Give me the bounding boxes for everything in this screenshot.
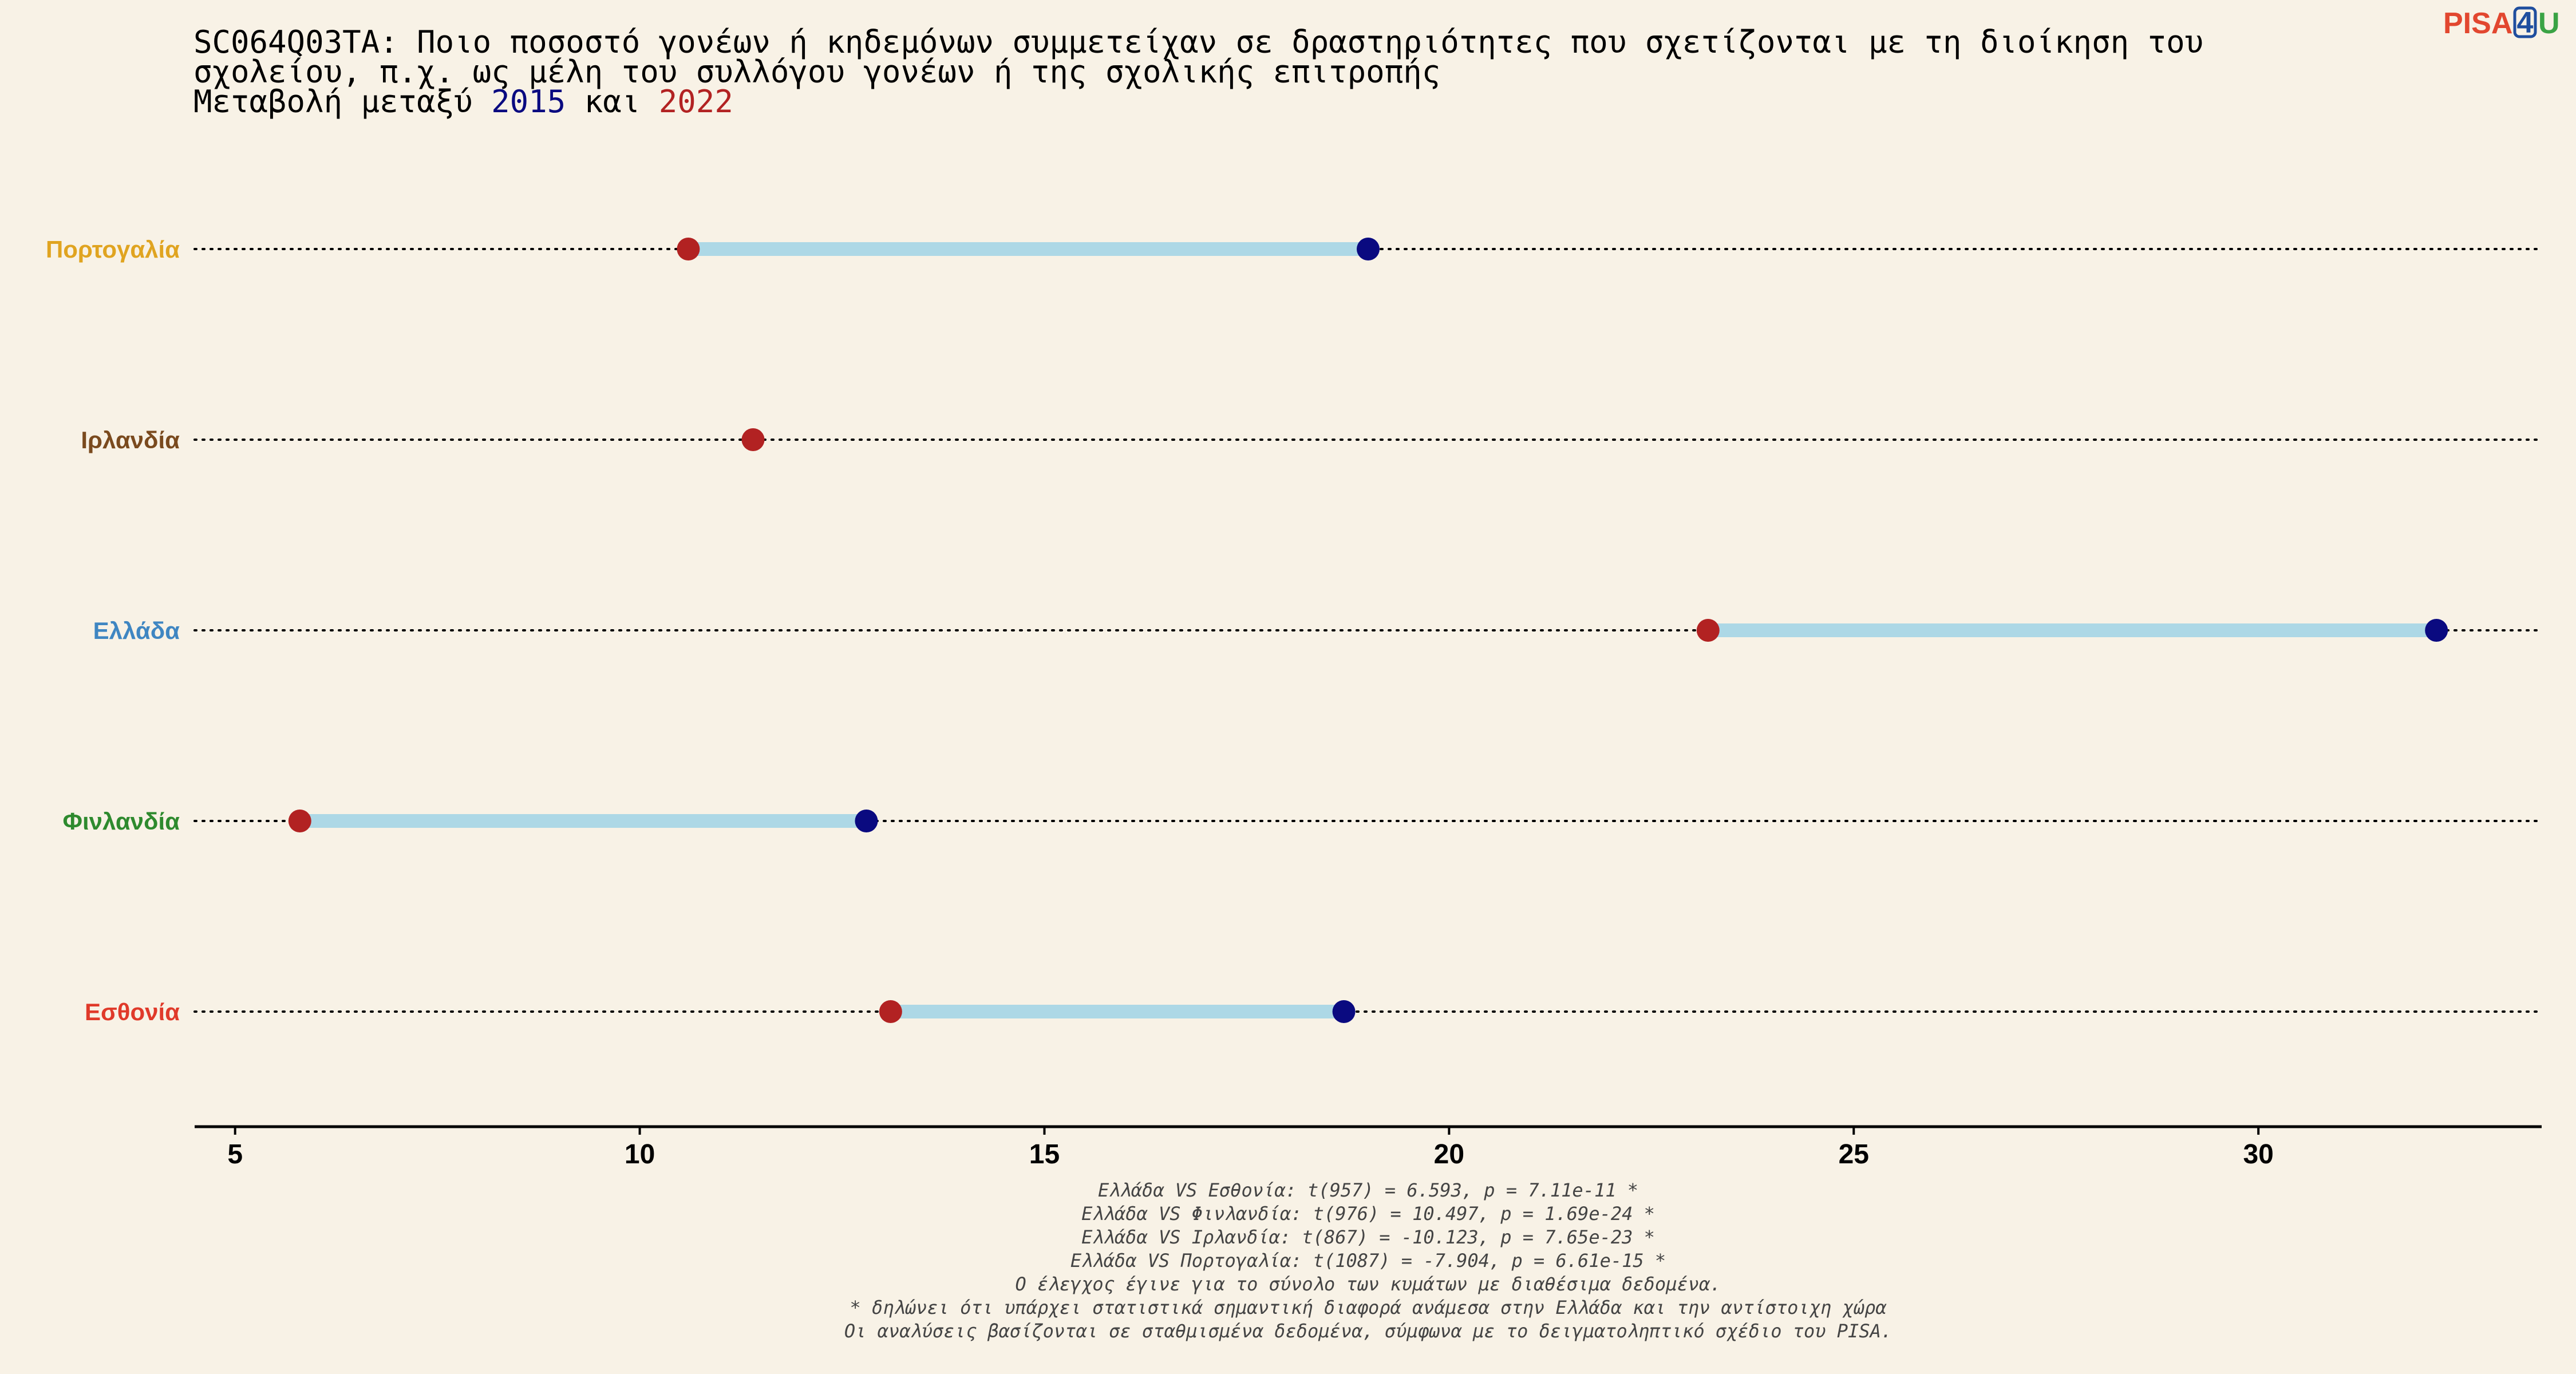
chart-title-line1: SC064Q03TA: Ποιο ποσοστό γονέων ή κηδεμό… <box>193 24 2203 60</box>
point-2015-row-3 <box>2425 619 2448 642</box>
point-2015-row-1 <box>1357 238 1380 260</box>
note-line-2: Ελλάδα VS Φινλανδία: t(976) = 10.497, p … <box>1081 1203 1655 1225</box>
x-tick-label-20: 20 <box>1434 1139 1464 1170</box>
x-tick-label-15: 15 <box>1029 1139 1060 1170</box>
country-label-row-4: Φινλανδία <box>63 808 180 835</box>
data-points <box>288 238 2448 1023</box>
country-label-row-2: Ιρλανδία <box>81 427 180 453</box>
country-labels: Πορτογαλία Ιρλανδία Ελλάδα Φινλανδία Εσθονία <box>46 236 180 1025</box>
chart-subtitle: Μεταβολή μεταξύ 2015 και 2022 <box>193 84 733 120</box>
note-line-7: Οι αναλύσεις βασίζονται σε σταθμισμένα δ… <box>844 1320 1892 1342</box>
point-2022-row-2 <box>741 428 765 451</box>
point-2022-row-1 <box>677 238 700 260</box>
note-line-6: * δηλώνει ότι υπάρχει στατιστικά σημαντι… <box>850 1297 1887 1318</box>
point-2022-row-4 <box>288 810 311 832</box>
point-2015-row-5 <box>1332 1000 1356 1023</box>
note-line-5: Ο έλεγχος έγινε για το σύνολο των κυμάτω… <box>1016 1273 1721 1295</box>
x-tick-label-30: 30 <box>2243 1139 2273 1170</box>
logo-text-four: 4 <box>2517 6 2534 40</box>
chart-title-line2: σχολείου, π.χ. ως μέλη του συλλόγου γονέ… <box>193 54 1440 90</box>
subtitle-year-2015: 2015 <box>491 84 566 120</box>
subtitle-year-2022: 2022 <box>659 84 733 120</box>
pisa4u-logo: PISA 4 U <box>2443 6 2560 40</box>
subtitle-mid: και <box>566 84 659 120</box>
note-line-3: Ελλάδα VS Ιρλανδία: t(867) = -10.123, p … <box>1081 1226 1655 1248</box>
country-label-row-3: Ελλάδα <box>93 617 180 644</box>
logo-text-pisa: PISA <box>2443 7 2512 40</box>
logo-text-u: U <box>2538 7 2560 40</box>
change-segments <box>299 242 2437 1018</box>
x-tick-label-5: 5 <box>227 1139 243 1170</box>
point-2022-row-5 <box>879 1000 902 1023</box>
note-line-1: Ελλάδα VS Εσθονία: t(957) = 6.593, p = 7… <box>1098 1179 1638 1201</box>
country-label-row-5: Εσθονία <box>85 998 180 1025</box>
country-label-row-1: Πορτογαλία <box>46 236 180 263</box>
x-tick-label-25: 25 <box>1839 1139 1869 1170</box>
subtitle-prefix: Μεταβολή μεταξύ <box>193 84 491 120</box>
note-line-4: Ελλάδα VS Πορτογαλία: t(1087) = -7.904, … <box>1070 1250 1666 1272</box>
logo-badge-frame <box>2513 6 2537 38</box>
point-2015-row-4 <box>855 810 878 832</box>
x-axis-ticks: 5 10 15 20 25 30 <box>227 1127 2274 1170</box>
point-2022-row-3 <box>1696 619 1720 642</box>
statistical-notes: Ελλάδα VS Εσθονία: t(957) = 6.593, p = 7… <box>844 1179 1892 1342</box>
x-tick-label-10: 10 <box>625 1139 655 1170</box>
